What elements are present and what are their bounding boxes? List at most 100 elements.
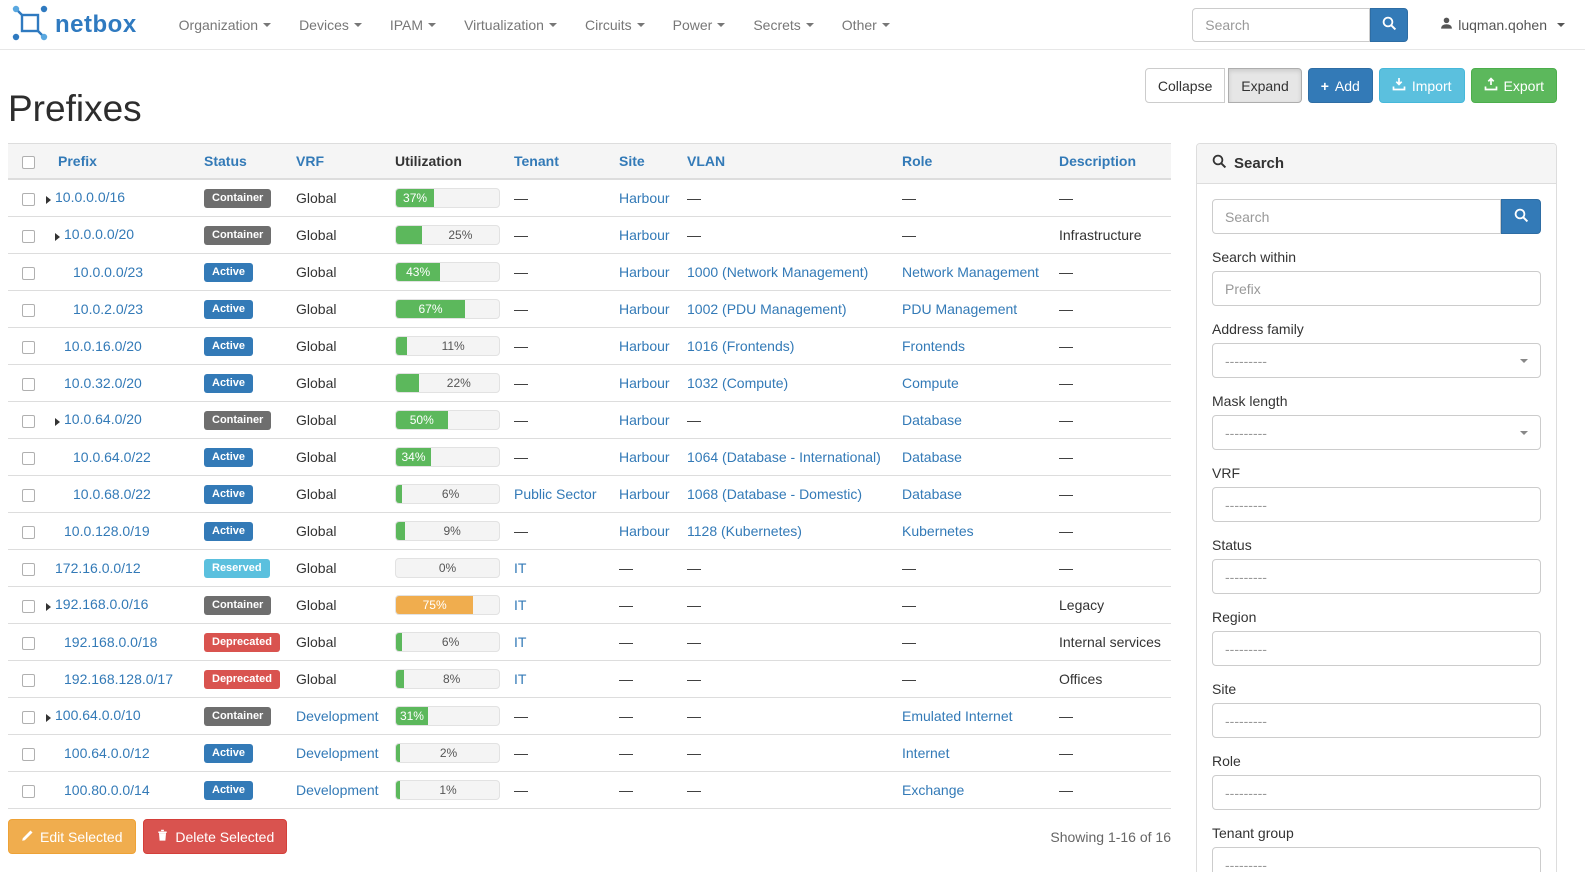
nav-item-virtualization[interactable]: Virtualization — [450, 17, 571, 33]
vlan-link[interactable]: 1016 (Frontends) — [687, 338, 795, 354]
prefix-link[interactable]: 10.0.0.0/20 — [64, 226, 135, 243]
row-checkbox[interactable] — [22, 599, 35, 613]
nav-item-other[interactable]: Other — [828, 17, 904, 33]
row-checkbox[interactable] — [22, 636, 35, 650]
column-sort-link[interactable]: Tenant — [514, 153, 559, 169]
vlan-link[interactable]: 1068 (Database - Domestic) — [687, 486, 863, 502]
row-checkbox[interactable] — [22, 414, 35, 428]
row-checkbox[interactable] — [22, 266, 35, 280]
prefix-link[interactable]: 172.16.0.0/12 — [55, 560, 141, 576]
column-sort-link[interactable]: VLAN — [687, 153, 726, 169]
site-link[interactable]: Harbour — [619, 338, 670, 354]
prefix-link[interactable]: 10.0.2.0/23 — [73, 301, 144, 317]
delete-selected-button[interactable]: Delete Selected — [143, 819, 288, 854]
filter-role-input[interactable] — [1212, 775, 1541, 810]
row-checkbox[interactable] — [22, 673, 35, 687]
site-link[interactable]: Harbour — [619, 523, 670, 539]
prefix-link[interactable]: 192.168.128.0/17 — [64, 671, 173, 687]
vlan-link[interactable]: 1128 (Kubernetes) — [687, 523, 802, 539]
role-link[interactable]: Network Management — [902, 264, 1039, 280]
row-checkbox[interactable] — [22, 710, 35, 724]
prefix-link[interactable]: 10.0.0.0/16 — [55, 189, 126, 206]
export-button[interactable]: Export — [1470, 68, 1557, 103]
prefix-link[interactable]: 10.0.16.0/20 — [64, 338, 142, 354]
row-checkbox[interactable] — [22, 229, 35, 243]
filter-vrf-input[interactable] — [1212, 487, 1541, 522]
add-button[interactable]: + Add — [1307, 68, 1373, 103]
vlan-link[interactable]: 1000 (Network Management) — [687, 264, 869, 280]
site-link[interactable]: Harbour — [619, 301, 670, 317]
row-checkbox[interactable] — [22, 340, 35, 354]
prefix-link[interactable]: 100.64.0.0/10 — [55, 707, 141, 724]
vrf-link[interactable]: Development — [296, 745, 379, 761]
select-all-checkbox[interactable] — [22, 155, 35, 169]
row-checkbox[interactable] — [22, 192, 35, 206]
filter-site-input[interactable] — [1212, 703, 1541, 738]
filter-tenant-group-input[interactable] — [1212, 847, 1541, 872]
nav-item-devices[interactable]: Devices — [285, 17, 376, 33]
prefix-link[interactable]: 10.0.68.0/22 — [73, 486, 151, 502]
filter-address-family-input[interactable] — [1212, 343, 1541, 378]
column-sort-link[interactable]: Status — [204, 153, 247, 169]
role-link[interactable]: Database — [902, 412, 962, 428]
prefix-link[interactable]: 100.64.0.0/12 — [64, 745, 150, 761]
vrf-link[interactable]: Development — [296, 708, 379, 724]
row-checkbox[interactable] — [22, 303, 35, 317]
edit-selected-button[interactable]: Edit Selected — [8, 819, 136, 854]
row-checkbox[interactable] — [22, 488, 35, 502]
nav-item-power[interactable]: Power — [659, 17, 740, 33]
nav-item-organization[interactable]: Organization — [165, 17, 285, 33]
role-link[interactable]: Database — [902, 486, 962, 502]
prefix-link[interactable]: 192.168.0.0/16 — [55, 596, 149, 613]
row-checkbox[interactable] — [22, 562, 35, 576]
vrf-link[interactable]: Development — [296, 782, 379, 798]
tenant-link[interactable]: Public Sector — [514, 486, 597, 502]
netbox-brand[interactable]: netbox — [12, 5, 137, 44]
role-link[interactable]: Exchange — [902, 782, 965, 798]
site-link[interactable]: Harbour — [619, 264, 670, 280]
site-link[interactable]: Harbour — [619, 486, 670, 502]
user-menu[interactable]: luqman.qohen — [1440, 16, 1565, 33]
prefix-link[interactable]: 10.0.128.0/19 — [64, 523, 150, 539]
column-sort-link[interactable]: Description — [1059, 153, 1137, 169]
tenant-link[interactable]: IT — [514, 560, 527, 576]
column-sort-link[interactable]: Prefix — [58, 153, 97, 169]
vlan-link[interactable]: 1032 (Compute) — [687, 375, 789, 391]
site-link[interactable]: Harbour — [619, 227, 670, 243]
site-link[interactable]: Harbour — [619, 449, 670, 465]
nav-item-ipam[interactable]: IPAM — [376, 17, 450, 33]
prefix-link[interactable]: 10.0.64.0/22 — [73, 449, 151, 465]
prefix-link[interactable]: 10.0.64.0/20 — [64, 411, 142, 428]
row-checkbox[interactable] — [22, 525, 35, 539]
collapse-button[interactable]: Collapse — [1144, 68, 1226, 103]
vlan-link[interactable]: 1002 (PDU Management) — [687, 301, 847, 317]
site-link[interactable]: Harbour — [619, 375, 670, 391]
role-link[interactable]: Emulated Internet — [902, 708, 1013, 724]
filter-search-button[interactable] — [1501, 199, 1541, 234]
prefix-link[interactable]: 10.0.32.0/20 — [64, 375, 142, 391]
site-link[interactable]: Harbour — [619, 412, 670, 428]
tenant-link[interactable]: IT — [514, 634, 527, 650]
role-link[interactable]: Kubernetes — [902, 523, 974, 539]
row-checkbox[interactable] — [22, 747, 35, 761]
role-link[interactable]: PDU Management — [902, 301, 1018, 317]
role-link[interactable]: Database — [902, 449, 962, 465]
navbar-search-input[interactable] — [1192, 7, 1371, 42]
filter-search-within-input[interactable] — [1212, 271, 1541, 306]
role-link[interactable]: Internet — [902, 745, 950, 761]
row-checkbox[interactable] — [22, 451, 35, 465]
filter-search-input[interactable] — [1212, 199, 1501, 234]
import-button[interactable]: Import — [1378, 68, 1465, 103]
site-link[interactable]: Harbour — [619, 190, 670, 206]
filter-region-input[interactable] — [1212, 631, 1541, 666]
column-sort-link[interactable]: Site — [619, 153, 645, 169]
tenant-link[interactable]: IT — [514, 671, 527, 687]
row-checkbox[interactable] — [22, 784, 35, 798]
role-link[interactable]: Compute — [902, 375, 959, 391]
column-sort-link[interactable]: VRF — [296, 153, 324, 169]
nav-item-secrets[interactable]: Secrets — [739, 17, 827, 33]
filter-status-input[interactable] — [1212, 559, 1541, 594]
prefix-link[interactable]: 100.80.0.0/14 — [64, 782, 150, 798]
row-checkbox[interactable] — [22, 377, 35, 391]
role-link[interactable]: Frontends — [902, 338, 966, 354]
